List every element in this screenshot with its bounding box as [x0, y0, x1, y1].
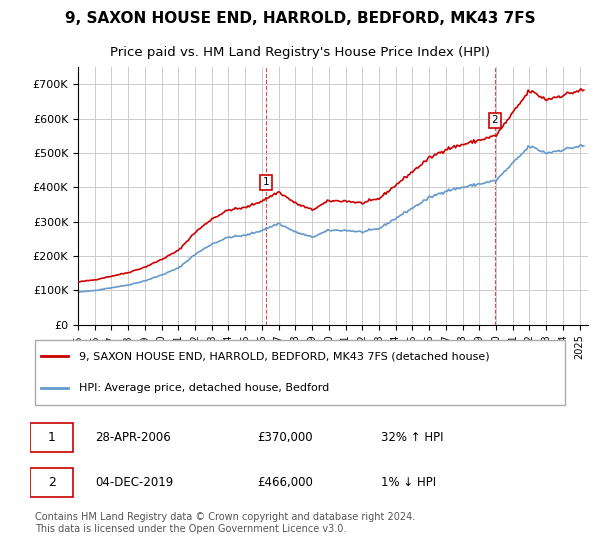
Text: HPI: Average price, detached house, Bedford: HPI: Average price, detached house, Bedf…	[79, 384, 329, 394]
Text: 9, SAXON HOUSE END, HARROLD, BEDFORD, MK43 7FS: 9, SAXON HOUSE END, HARROLD, BEDFORD, MK…	[65, 11, 535, 26]
Text: 1: 1	[47, 431, 56, 444]
FancyBboxPatch shape	[30, 468, 73, 497]
Text: 1: 1	[263, 178, 269, 188]
Text: 28-APR-2006: 28-APR-2006	[95, 431, 170, 444]
Text: 1% ↓ HPI: 1% ↓ HPI	[381, 476, 436, 489]
Text: 2: 2	[47, 476, 56, 489]
Text: Price paid vs. HM Land Registry's House Price Index (HPI): Price paid vs. HM Land Registry's House …	[110, 46, 490, 59]
Text: 2: 2	[491, 115, 498, 125]
Text: £370,000: £370,000	[257, 431, 313, 444]
Text: Contains HM Land Registry data © Crown copyright and database right 2024.
This d: Contains HM Land Registry data © Crown c…	[35, 512, 416, 534]
Text: £466,000: £466,000	[257, 476, 313, 489]
Text: 9, SAXON HOUSE END, HARROLD, BEDFORD, MK43 7FS (detached house): 9, SAXON HOUSE END, HARROLD, BEDFORD, MK…	[79, 351, 489, 361]
Text: 04-DEC-2019: 04-DEC-2019	[95, 476, 173, 489]
FancyBboxPatch shape	[35, 339, 565, 405]
FancyBboxPatch shape	[30, 423, 73, 452]
Text: 32% ↑ HPI: 32% ↑ HPI	[381, 431, 443, 444]
